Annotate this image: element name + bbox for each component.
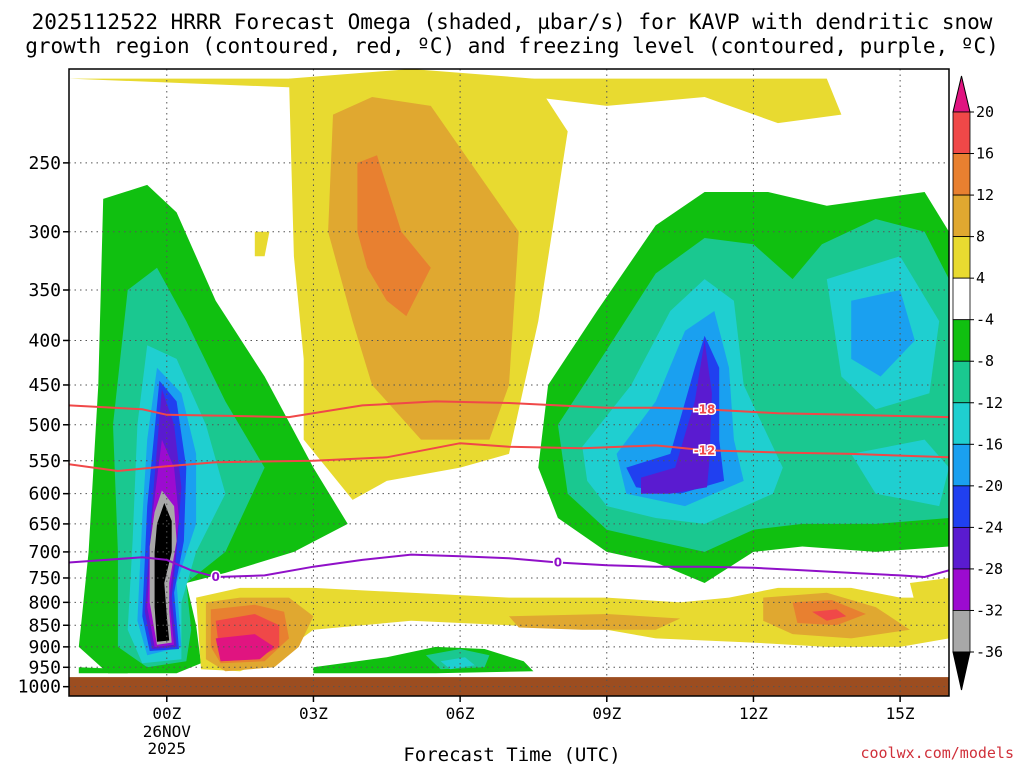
colorbar-label-16: 16	[976, 145, 994, 163]
omega-region-10	[69, 78, 842, 124]
colorbar-label-8: 8	[976, 228, 985, 246]
y-tick-label-650: 650	[28, 514, 61, 535]
colorbar-label-12: 12	[976, 186, 994, 204]
colorbar-label--32: -32	[976, 601, 1003, 619]
y-tick-label-450: 450	[28, 375, 61, 396]
colorbar-box-12	[952, 153, 971, 196]
y-tick-label-400: 400	[28, 330, 61, 351]
x-tick-label-00Z: 00Z	[152, 704, 181, 723]
colorbar-label--36: -36	[976, 643, 1003, 661]
colorbar-label--8: -8	[976, 352, 994, 370]
y-tick-label-750: 750	[28, 568, 61, 589]
x-axis-title: Forecast Time (UTC)	[403, 744, 621, 766]
y-tick-label-1000: 1000	[18, 677, 61, 698]
y-tick-label-500: 500	[28, 415, 61, 436]
contour-label--12-0: -12	[694, 443, 716, 457]
contour-label-0-0: 0	[211, 570, 219, 584]
x-date-year: 2025	[148, 739, 187, 758]
colorbar-box-8	[952, 319, 971, 362]
contour--12	[69, 442, 949, 473]
omega-region-27	[509, 614, 681, 630]
colorbar-label--4: -4	[976, 311, 994, 329]
x-tick-label-03Z: 03Z	[299, 704, 328, 723]
colorbar-top-arrow	[952, 75, 971, 113]
omega-region-8	[154, 503, 172, 642]
x-date-day: 26NOV	[143, 722, 192, 741]
colorbar-box-7	[952, 360, 971, 404]
colorbar-label--24: -24	[976, 518, 1003, 536]
omega-region-22	[641, 340, 712, 494]
colorbar-box-10	[952, 236, 971, 279]
omega-region-11	[254, 231, 270, 257]
y-tick-label-300: 300	[28, 222, 61, 243]
colorbar-label--16: -16	[976, 435, 1003, 453]
contour-label--18-0: -18	[694, 402, 716, 416]
y-tick-label-800: 800	[28, 592, 61, 613]
omega-region-32	[215, 634, 275, 662]
contour--18	[69, 400, 949, 419]
y-tick-label-250: 250	[28, 153, 61, 174]
omega-region-13	[357, 155, 431, 317]
x-tick-label-09Z: 09Z	[592, 704, 621, 723]
colorbar-box-4	[952, 485, 971, 528]
y-tick-label-850: 850	[28, 615, 61, 636]
y-tick-label-350: 350	[28, 280, 61, 301]
colorbar: 20 16 12 8 4 -4 -8 -12 -16 -20 -24 -28 -32 -36	[952, 75, 1003, 691]
x-tick-label-15Z: 15Z	[886, 704, 915, 723]
omega-region-33	[313, 646, 534, 674]
colorbar-box-2	[952, 568, 971, 611]
colorbar-bottom-arrow	[952, 651, 971, 691]
colorbar-box-3	[952, 526, 971, 570]
omega-shading	[69, 69, 949, 696]
y-tick-label-550: 550	[28, 451, 61, 472]
colorbar-label--28: -28	[976, 560, 1003, 578]
plot-frame	[68, 68, 950, 697]
omega-region-23	[196, 587, 949, 672]
omega-region-24	[909, 578, 949, 603]
credit-link[interactable]: coolwx.com/models	[860, 744, 1014, 762]
contour-label-0-1: 0	[554, 556, 562, 570]
chart-title-line1: 2025112522 HRRR Forecast Omega (shaded, …	[31, 10, 993, 34]
y-axis: 2503003504004505005506006507007508008509…	[18, 153, 69, 698]
y-tick-label-700: 700	[28, 542, 61, 563]
chart-title-line2: growth region (contoured, red, ºC) and f…	[25, 34, 999, 58]
colorbar-box-13	[952, 111, 971, 154]
x-tick-label-12Z: 12Z	[739, 704, 768, 723]
omega-region-31	[812, 609, 847, 621]
y-tick-label-900: 900	[28, 637, 61, 658]
colorbar-box-9	[952, 277, 971, 321]
x-tick-label-06Z: 06Z	[446, 704, 475, 723]
colorbar-label-20: 20	[976, 103, 994, 121]
contour-0	[69, 553, 949, 579]
omega-region-35	[440, 657, 475, 670]
colorbar-box-6	[952, 402, 971, 445]
y-tick-label-950: 950	[28, 657, 61, 678]
colorbar-box-11	[952, 194, 971, 238]
colorbar-label-4: 4	[976, 269, 985, 287]
omega-region-20	[851, 290, 915, 377]
grid-lines	[69, 69, 949, 696]
y-tick-label-600: 600	[28, 484, 61, 505]
colorbar-box-5	[952, 443, 971, 487]
omega-region-36	[78, 667, 128, 674]
colorbar-label--12: -12	[976, 394, 1003, 412]
colorbar-label--20: -20	[976, 477, 1003, 495]
contour-lines: -18 -12 0 0	[69, 400, 949, 585]
colorbar-box-1	[952, 610, 971, 653]
